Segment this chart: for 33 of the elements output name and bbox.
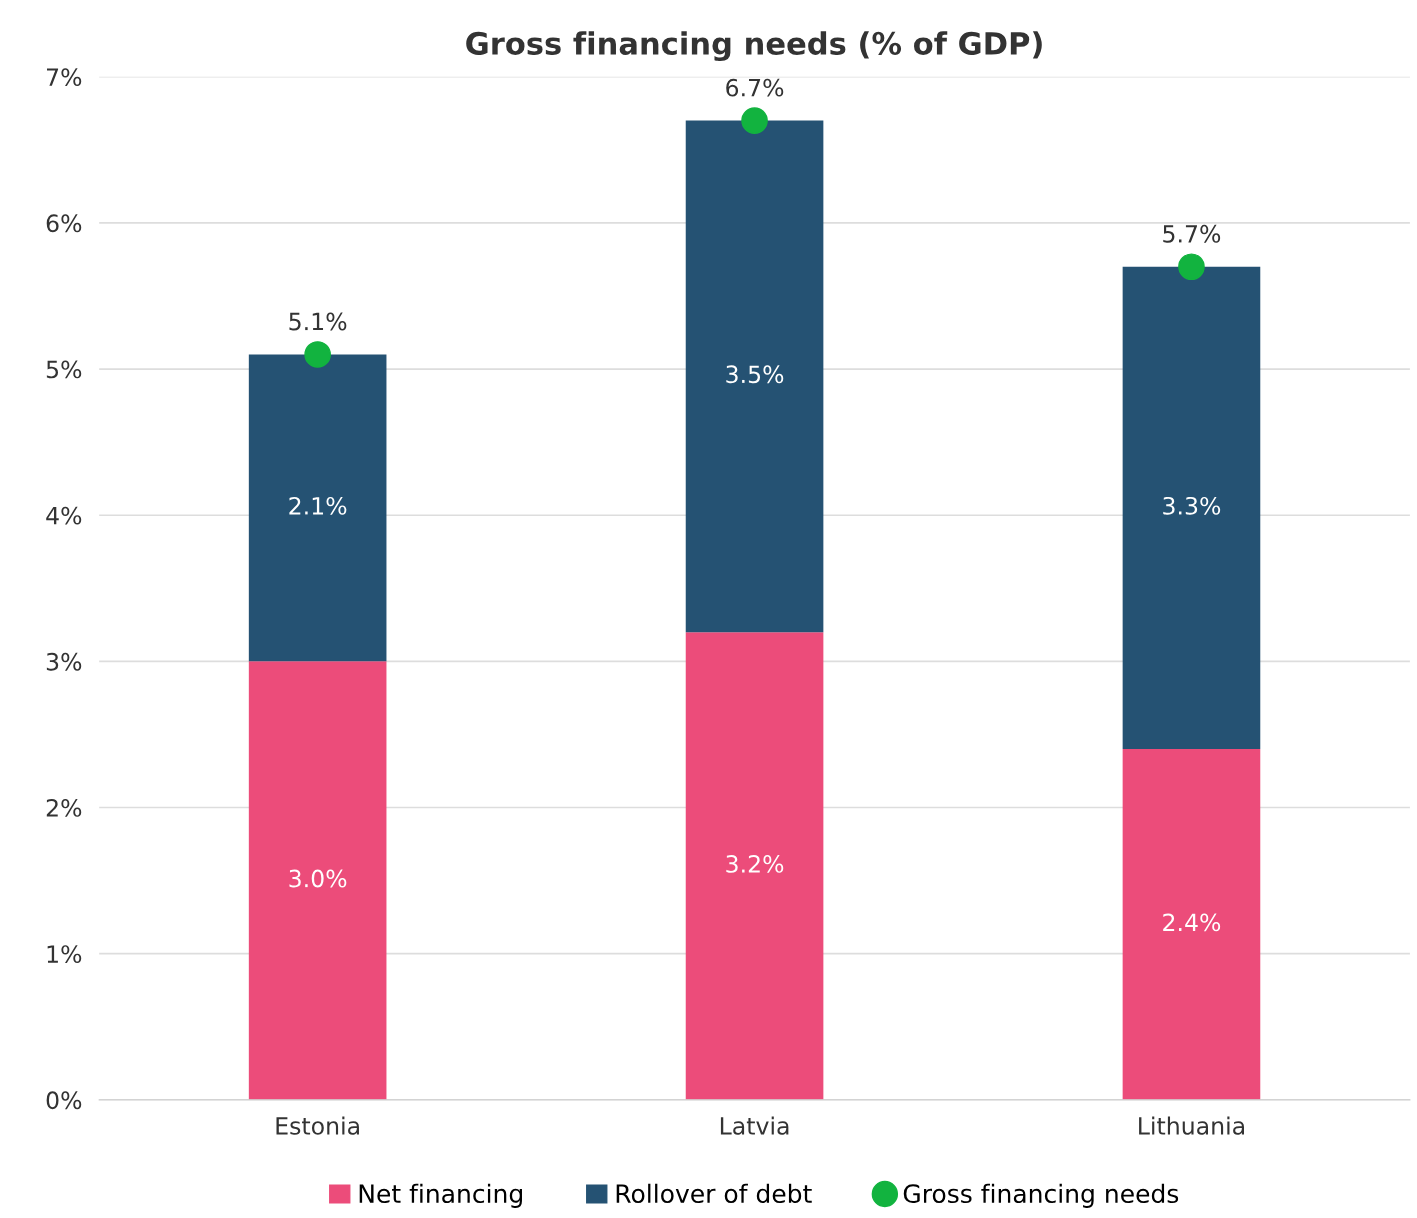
y-tick-label: 2% [46, 798, 82, 817]
bar [1122, 749, 1261, 1100]
x-tick-label: Estonia [276, 1116, 359, 1135]
point [1178, 253, 1205, 281]
y-tick-label: 1% [47, 945, 82, 963]
bar [1122, 266, 1261, 750]
x-tick-label: Latvia [720, 1116, 789, 1135]
data-label: 2.1% [289, 496, 347, 515]
y-tick-label: 3% [46, 652, 82, 671]
point [741, 107, 768, 134]
data-label: 2.4% [1163, 913, 1221, 932]
y-tick-label: 4% [46, 506, 82, 525]
legend-label: Net financing [359, 1183, 522, 1208]
legend-label: Gross financing needs [903, 1183, 1179, 1208]
bar [685, 632, 824, 1100]
data-label: 3.0% [289, 869, 347, 888]
bar [248, 354, 387, 662]
legend-label: Rollover of debt [616, 1183, 812, 1204]
chart-title: Gross financing needs (% of GDP) [466, 31, 1042, 62]
point [304, 341, 331, 368]
bar [248, 661, 387, 1100]
y-tick-label: 6% [46, 214, 82, 233]
data-label: 5.7% [1163, 224, 1221, 243]
data-label: 3.5% [726, 365, 784, 384]
data-label: 3.2% [726, 854, 784, 873]
bar [685, 120, 824, 633]
data-label: 3.3% [1163, 496, 1221, 515]
y-tick-label: 7% [47, 68, 82, 87]
data-label: 6.7% [726, 78, 784, 97]
y-tick-label: 5% [46, 360, 82, 379]
data-label: 5.1% [289, 312, 347, 331]
x-tick-label: Lithuania [1139, 1116, 1244, 1135]
y-tick-label: 0% [46, 1091, 82, 1110]
